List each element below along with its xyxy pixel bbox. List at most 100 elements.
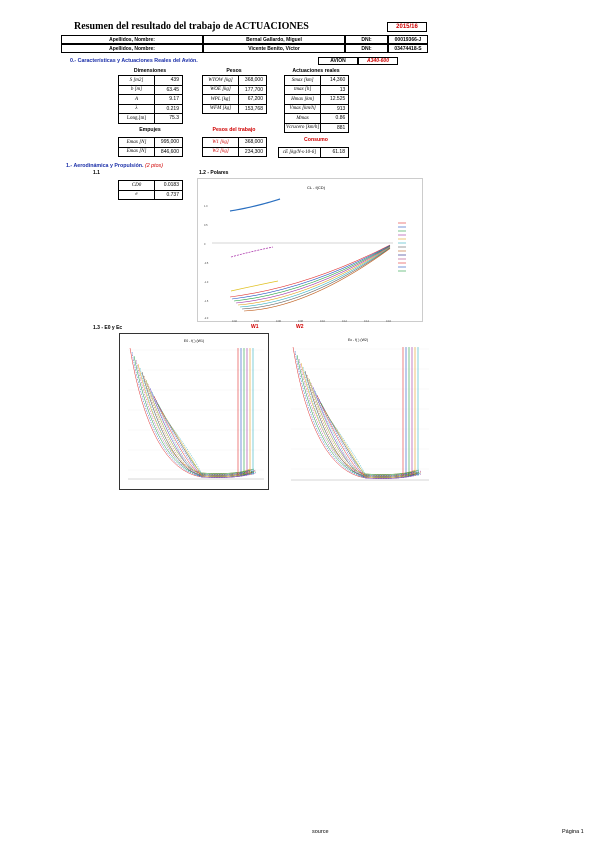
- pesos-value: 368,000: [238, 75, 267, 86]
- footer-page: Página 1: [562, 829, 584, 835]
- x-tick: 0.02: [232, 320, 237, 323]
- x-tick: 0.04: [254, 320, 259, 323]
- e-curve: [298, 358, 422, 476]
- table-row: b [m] 63.45: [118, 84, 183, 95]
- student2-dni: 03474418-S: [388, 44, 428, 53]
- polar-curve: [237, 246, 391, 306]
- dim-label: b [m]: [118, 84, 155, 95]
- x-tick: 0.16: [386, 320, 391, 323]
- e-curve: [306, 374, 422, 477]
- x-tick: 0.10: [320, 320, 325, 323]
- table-row: W2 [kg] 234,300: [202, 146, 267, 157]
- pesos-trabajo-table: W1 [kg] 368,000 W2 [kg] 234,300: [202, 137, 267, 157]
- coeffs-table: CD0 0.0183 e 0.737: [118, 180, 183, 200]
- table-row: W1 [kg] 368,000: [202, 137, 267, 148]
- student1-dni-label: DNI:: [345, 35, 388, 44]
- table-row: A 9.17: [118, 94, 183, 105]
- empuje-label: Emax [N]: [118, 137, 155, 148]
- e-curve: [155, 399, 253, 475]
- e-curve: [163, 415, 253, 476]
- peso-trabajo-value: 368,000: [238, 137, 267, 148]
- e-curve: [141, 371, 255, 477]
- act-label: Vcrucero [km/h]: [283, 122, 322, 133]
- ec-chart-svg: Ec - f( ) (W2): [291, 338, 429, 481]
- table-row: WPL [kg] 67,200: [202, 94, 267, 105]
- x-tick: 0.08: [298, 320, 303, 323]
- x-tick: 0.14: [364, 320, 369, 323]
- x-tick: 0.06: [276, 320, 281, 323]
- empuje-value: 995,000: [154, 137, 183, 148]
- e-curve: [149, 387, 255, 478]
- dim-label: A: [118, 94, 155, 105]
- polar-curve: [230, 280, 279, 292]
- section1-title: 1.- Aerodinámica y Propulsión.: [66, 163, 144, 169]
- polar-curve: [231, 245, 391, 300]
- table-row: Vcrucero [km/h] 881: [283, 122, 350, 133]
- y-tick: 0: [204, 243, 206, 246]
- w1-label: W1: [251, 324, 259, 330]
- e-curve: [161, 411, 251, 477]
- table-row: CD0 0.0183: [118, 180, 183, 191]
- section1-points: (2 ptos): [145, 163, 163, 169]
- e-curve: [137, 363, 251, 474]
- e0-chart: E0 - f( ) (W1): [119, 333, 269, 490]
- e-curve: [308, 378, 416, 476]
- dim-value: 63.45: [154, 84, 183, 95]
- polar-curve: [241, 247, 391, 310]
- pesos-title: Pesos: [226, 68, 242, 74]
- table-row: Hmax [km] 12.525: [283, 94, 350, 105]
- e-curve: [139, 367, 253, 478]
- table-row: Emax [N] 846,600: [118, 146, 183, 157]
- pesos-value: 153,768: [238, 103, 267, 114]
- peso-trabajo-label: W2 [kg]: [202, 146, 239, 157]
- table-row: Mmax 0.86: [283, 113, 350, 124]
- section1-title-row: 1.- Aerodinámica y Propulsión. (2 ptos): [66, 163, 163, 169]
- w2-label: W2: [296, 324, 304, 330]
- pesos-label: WOE [kg]: [202, 84, 239, 95]
- e-curve: [326, 414, 418, 477]
- y-tick: 1.0: [204, 205, 208, 208]
- subsection-1-3-label: 1.3 - E0 y Ec: [93, 325, 123, 331]
- e-curve: [131, 351, 253, 477]
- peso-trabajo-label: W1 [kg]: [202, 137, 239, 148]
- dimensiones-title: Dimensiones: [133, 68, 167, 74]
- e-curve: [143, 375, 257, 476]
- e-curve: [147, 383, 253, 474]
- pesos-trabajo-title: Pesos del trabajo: [212, 127, 256, 133]
- polar-chart-title: CL - f(CD): [307, 185, 326, 190]
- consumo-title: Consumo: [304, 137, 328, 143]
- act-label: Hmax [km]: [283, 94, 322, 105]
- act-value: 12.525: [320, 94, 350, 105]
- student1-dni: 00019366-J: [388, 35, 428, 44]
- dim-label: λ: [118, 103, 155, 114]
- polar-curve: [243, 248, 391, 312]
- table-row: Vmax [km/h] 913: [283, 103, 350, 114]
- polar-y-ticks: 1.0 0.5 0 -0.5 -1.0 -1.5 -2.0: [204, 205, 209, 320]
- dim-value: 0.219: [154, 103, 183, 114]
- dimensiones-table: S [m2] 439 b [m] 63.45 A 9.17 λ 0.219 Long.[…: [118, 75, 183, 124]
- e-curve: [145, 379, 251, 475]
- polar-curve: [229, 244, 391, 298]
- student2-label: Apellidos, Nombre:: [61, 44, 203, 53]
- polar-curve: [239, 247, 391, 308]
- e-curve: [296, 354, 420, 477]
- table-row: cE [kg/N·s·10-6] 61.18: [278, 147, 349, 158]
- student1-label: Apellidos, Nombre:: [61, 35, 203, 44]
- polar-curves: [229, 198, 391, 312]
- pesos-label: WTOW [kg]: [202, 75, 239, 86]
- pesos-label: WFM [kg]: [202, 103, 239, 114]
- e-curve: [157, 403, 255, 474]
- polar-curve: [235, 246, 391, 304]
- pesos-value: 177,700: [238, 84, 267, 95]
- act-label: Smax [km]: [283, 75, 322, 86]
- actuaciones-title: Actuaciones reales: [292, 68, 340, 74]
- coeff-label: e: [118, 189, 155, 200]
- e-curve: [322, 406, 422, 479]
- y-tick: -2.0: [204, 317, 209, 320]
- table-row: S [m2] 439: [118, 75, 183, 86]
- table-row: WTOW [kg] 368,000: [202, 75, 267, 86]
- table-row: λ 0.219: [118, 103, 183, 114]
- polar-legend: [398, 222, 406, 272]
- e-curve: [312, 386, 420, 479]
- student2-dni-label: DNI:: [345, 44, 388, 53]
